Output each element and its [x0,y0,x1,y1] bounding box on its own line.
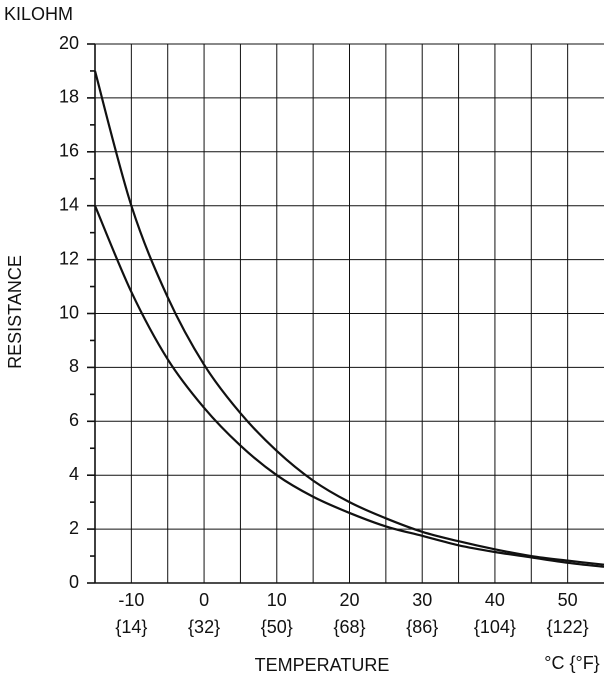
y-tick-label: 0 [69,572,79,592]
x-tick-label-f: {86} [406,617,438,637]
x-tick-label: 40 [485,590,505,610]
x-tick-label-f: {68} [333,617,365,637]
x-unit-label: °C {°F} [544,653,599,673]
x-tick-label-f: {32} [188,617,220,637]
curve [93,205,605,568]
y-tick-label: 18 [59,87,79,107]
x-tick-label-f: {14} [115,617,147,637]
x-tick-label: -10 [118,590,144,610]
x-tick-label: 50 [558,590,578,610]
y-tick-label: 14 [59,194,79,214]
x-tick-label-f: {104} [474,617,516,637]
y-tick-label: 12 [59,248,79,268]
y-tick-label: 6 [69,410,79,430]
x-tick-label-f: {50} [261,617,293,637]
y-axis-label: RESISTANCE [5,255,25,369]
x-tick-label: 20 [339,590,359,610]
x-tick-label: 10 [267,590,287,610]
curve [93,70,605,566]
x-tick-label: 30 [412,590,432,610]
x-axis-label: TEMPERATURE [255,655,390,675]
y-tick-label: 2 [69,518,79,538]
y-tick-label: 10 [59,302,79,322]
y-tick-label: 20 [59,33,79,53]
x-tick-label: 0 [199,590,209,610]
y-tick-label: 8 [69,356,79,376]
y-tick-label: 4 [69,464,79,484]
y-unit-label: KILOHM [4,4,73,24]
y-tick-label: 16 [59,141,79,161]
x-tick-label-f: {122} [547,617,589,637]
